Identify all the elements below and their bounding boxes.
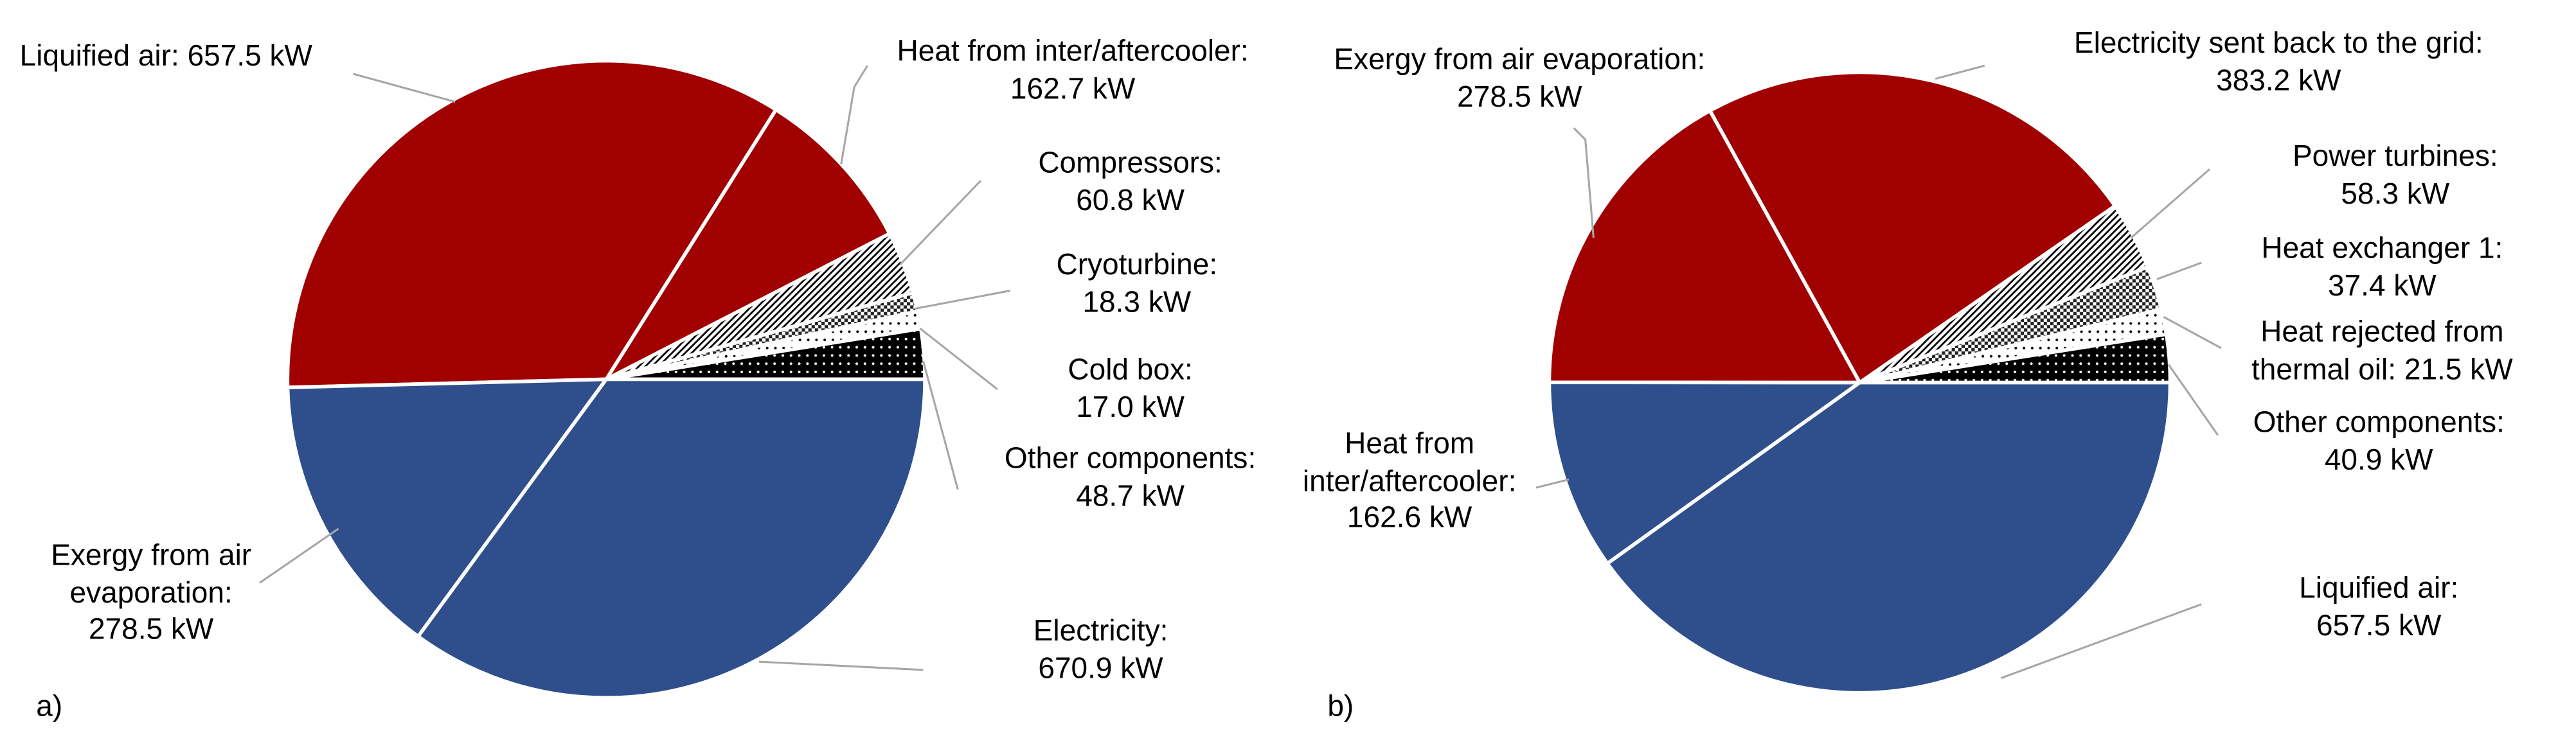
- slice-value: 48.7 kW: [1076, 479, 1185, 512]
- slice-name: Liquified air:: [2299, 571, 2459, 604]
- slice-value: 18.3 kW: [1082, 285, 1192, 318]
- slice-value: 37.4 kW: [2327, 268, 2437, 302]
- leader-line: [2000, 603, 2202, 680]
- slice-name: Power turbines:: [2292, 139, 2498, 173]
- slice-label: Power turbines: 58.3 kW: [2264, 138, 2527, 212]
- leader-line: [915, 289, 1011, 310]
- leader-line: [1935, 64, 1985, 80]
- pie-slice: [1707, 70, 2118, 385]
- slice-value: 162.6 kW: [1346, 500, 1472, 534]
- leader-line: [840, 65, 868, 164]
- leader-line: [2156, 261, 2202, 280]
- slice-value: 40.9 kW: [2324, 442, 2433, 475]
- leader-line: [2167, 364, 2219, 436]
- slice-label: Heat from inter/aftercooler: 162.6 kW: [1286, 425, 1532, 536]
- leader-line: [1535, 478, 1570, 489]
- slice-value: 58.3 kW: [2341, 176, 2450, 209]
- slice-label: Heat exchanger 1: 37.4 kW: [2242, 230, 2522, 304]
- slice-value: 60.8 kW: [1076, 183, 1185, 216]
- panel-label: b): [1327, 689, 1354, 723]
- slice-name: Compressors:: [1038, 146, 1222, 179]
- slice-label: Cold box: 17.0 kW: [1007, 351, 1253, 425]
- pie-slice: [285, 58, 779, 390]
- slice-name: Heat exchanger 1:: [2261, 231, 2503, 265]
- slice-value: 657.5 kW: [2316, 608, 2442, 642]
- leader-line: [2130, 168, 2210, 239]
- slice-name: Exergy from air evaporation:: [51, 538, 252, 609]
- pie-slice: [415, 377, 927, 700]
- slice-label: Electricity sent back to the grid: 383.2…: [2024, 24, 2533, 98]
- slice-label: Liquified air: 657.5 kW: [20, 38, 513, 75]
- slice-label: Electricity: 670.9 kW: [978, 612, 1224, 686]
- slice-label: Compressors: 60.8 kW: [1007, 145, 1253, 218]
- leader-line: [919, 328, 998, 391]
- leader-line: [258, 527, 339, 584]
- slice-name: Other components:: [2253, 405, 2505, 439]
- leader-line: [899, 180, 982, 265]
- slice-name: Exergy from air evaporation:: [1334, 42, 1706, 76]
- slice-value: 162.7 kW: [1010, 71, 1136, 105]
- slice-name: Liquified air:: [19, 39, 179, 73]
- panel-label: a): [36, 689, 63, 723]
- slice-label: Exergy from air evaporation: 278.5 kW: [36, 537, 266, 648]
- slice-name: Heat from inter/aftercooler:: [897, 34, 1249, 67]
- leader-line: [1573, 127, 1595, 238]
- slice-name: Electricity:: [1033, 613, 1168, 648]
- slice-label: Cryoturbine: 18.3 kW: [1014, 246, 1260, 320]
- slice-value: 278.5 kW: [88, 612, 214, 646]
- pie-slice: [1547, 380, 1866, 567]
- pie-slice: [285, 377, 610, 639]
- leader-line: [922, 360, 959, 490]
- slice-label: Liquified air: 657.5 kW: [2256, 570, 2502, 644]
- slice-name: Heat from inter/aftercooler:: [1302, 427, 1517, 497]
- leader-line: [2163, 315, 2222, 349]
- slice-label: Other components: 48.7 kW: [974, 440, 1287, 514]
- slice-value: 278.5 kW: [1457, 79, 1582, 113]
- leader-line: [353, 73, 456, 103]
- slice-value: 21.5 kW: [2404, 352, 2513, 385]
- slice-label: Exergy from air evaporation: 278.5 kW: [1298, 41, 1741, 115]
- pie-slice: [1605, 380, 2172, 695]
- slice-label: Heat from inter/aftercooler: 162.7 kW: [851, 33, 1294, 107]
- slice-value: 383.2 kW: [2216, 63, 2341, 96]
- leader-line: [758, 660, 924, 671]
- slice-name: Cryoturbine:: [1056, 247, 1218, 281]
- slice-name: Heat rejected from thermal oil:: [2251, 315, 2504, 385]
- slice-name: Other components:: [1004, 441, 1257, 475]
- slice-value: 657.5 kW: [187, 39, 312, 73]
- slice-value: 17.0 kW: [1076, 390, 1185, 423]
- slice-name: Electricity sent back to the grid:: [2073, 26, 2483, 60]
- slice-name: Cold box:: [1068, 353, 1193, 386]
- slice-value: 670.9 kW: [1038, 651, 1163, 684]
- slice-label: Other components: 40.9 kW: [2215, 404, 2543, 478]
- slice-label: Heat rejected from thermal oil: 21.5 kW: [2230, 313, 2535, 387]
